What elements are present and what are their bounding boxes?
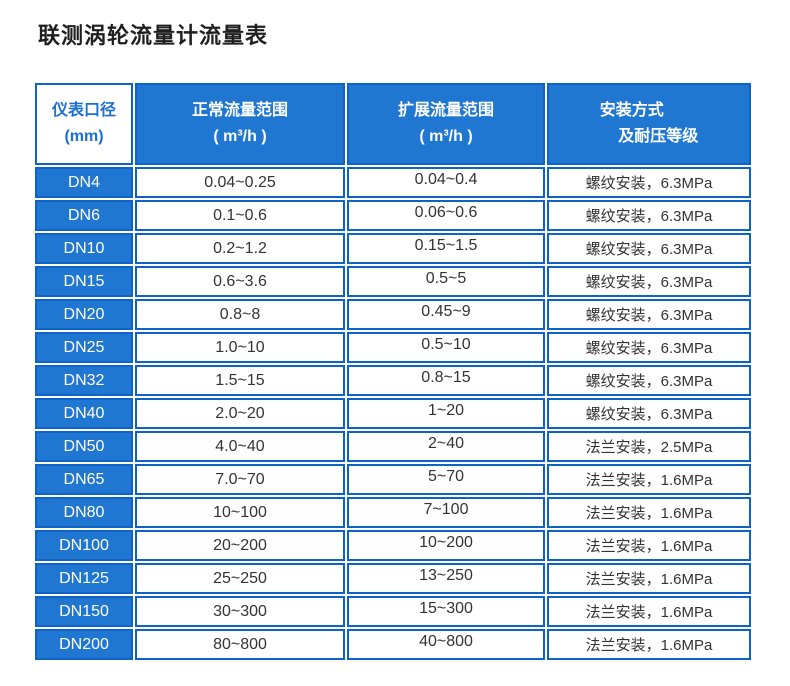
table-row: DN200 80~800 40~800 法兰安装，1.6MPa bbox=[35, 629, 751, 660]
header-diameter-line1: 仪表口径 bbox=[51, 102, 116, 119]
table-row: DN20 0.8~8 0.45~9 螺纹安装，6.3MPa bbox=[35, 299, 751, 330]
header-diameter: 仪表口径 (mm) bbox=[35, 83, 133, 165]
header-extended-range: 扩展流量范围 ( m³/h ) bbox=[347, 83, 545, 165]
header-install-line2: 及耐压等级 bbox=[618, 128, 699, 145]
table-row: DN4 0.04~0.25 0.04~0.4 螺纹安装，6.3MPa bbox=[35, 167, 751, 198]
install-cell: 法兰安装，1.6MPa bbox=[547, 530, 751, 561]
diameter-cell: DN200 bbox=[35, 629, 133, 660]
diameter-cell: DN80 bbox=[35, 497, 133, 528]
header-row: 仪表口径 (mm) 正常流量范围 ( m³/h ) 扩展流量范围 ( m³/h … bbox=[35, 83, 751, 165]
diameter-cell: DN25 bbox=[35, 332, 133, 363]
install-cell: 螺纹安装，6.3MPa bbox=[547, 266, 751, 297]
diameter-cell: DN65 bbox=[35, 464, 133, 495]
install-cell: 法兰安装，1.6MPa bbox=[547, 497, 751, 528]
table-row: DN50 4.0~40 2~40 法兰安装，2.5MPa bbox=[35, 431, 751, 462]
table-row: DN6 0.1~0.6 0.06~0.6 螺纹安装，6.3MPa bbox=[35, 200, 751, 231]
diameter-cell: DN40 bbox=[35, 398, 133, 429]
normal-range-cell: 0.04~0.25 bbox=[135, 167, 345, 198]
header-extended-range-line1: 扩展流量范围 bbox=[397, 102, 494, 119]
normal-range-cell: 1.5~15 bbox=[135, 365, 345, 396]
diameter-cell: DN10 bbox=[35, 233, 133, 264]
install-cell: 螺纹安装，6.3MPa bbox=[547, 299, 751, 330]
extended-range-cell: 0.45~9 bbox=[347, 299, 545, 330]
extended-range-cell: 7~100 bbox=[347, 497, 545, 528]
install-cell: 法兰安装，1.6MPa bbox=[547, 563, 751, 594]
normal-range-cell: 20~200 bbox=[135, 530, 345, 561]
normal-range-cell: 25~250 bbox=[135, 563, 345, 594]
extended-range-cell: 0.8~15 bbox=[347, 365, 545, 396]
table-row: DN150 30~300 15~300 法兰安装，1.6MPa bbox=[35, 596, 751, 627]
extended-range-cell: 40~800 bbox=[347, 629, 545, 660]
normal-range-cell: 10~100 bbox=[135, 497, 345, 528]
normal-range-cell: 0.6~3.6 bbox=[135, 266, 345, 297]
table-row: DN40 2.0~20 1~20 螺纹安装，6.3MPa bbox=[35, 398, 751, 429]
header-install-block: 安装方式 及耐压等级 bbox=[600, 98, 698, 150]
diameter-cell: DN4 bbox=[35, 167, 133, 198]
diameter-cell: DN150 bbox=[35, 596, 133, 627]
table-row: DN100 20~200 10~200 法兰安装，1.6MPa bbox=[35, 530, 751, 561]
install-cell: 螺纹安装，6.3MPa bbox=[547, 365, 751, 396]
normal-range-cell: 80~800 bbox=[135, 629, 345, 660]
install-cell: 法兰安装，1.6MPa bbox=[547, 629, 751, 660]
install-cell: 螺纹安装，6.3MPa bbox=[547, 233, 751, 264]
table-row: DN80 10~100 7~100 法兰安装，1.6MPa bbox=[35, 497, 751, 528]
table-body: DN4 0.04~0.25 0.04~0.4 螺纹安装，6.3MPa DN6 0.1~0.… bbox=[35, 167, 751, 660]
table-row: DN15 0.6~3.6 0.5~5 螺纹安装，6.3MPa bbox=[35, 266, 751, 297]
extended-range-cell: 5~70 bbox=[347, 464, 545, 495]
extended-range-cell: 0.15~1.5 bbox=[347, 233, 545, 264]
extended-range-cell: 0.06~0.6 bbox=[347, 200, 545, 231]
normal-range-cell: 7.0~70 bbox=[135, 464, 345, 495]
normal-range-cell: 2.0~20 bbox=[135, 398, 345, 429]
page-title: 联测涡轮流量计流量表 bbox=[38, 23, 269, 48]
normal-range-cell: 0.1~0.6 bbox=[135, 200, 345, 231]
header-normal-range: 正常流量范围 ( m³/h ) bbox=[135, 83, 345, 165]
extended-range-cell: 15~300 bbox=[347, 596, 545, 627]
extended-range-cell: 13~250 bbox=[347, 563, 545, 594]
extended-range-cell: 0.5~5 bbox=[347, 266, 545, 297]
normal-range-cell: 0.8~8 bbox=[135, 299, 345, 330]
table-row: DN65 7.0~70 5~70 法兰安装，1.6MPa bbox=[35, 464, 751, 495]
install-cell: 螺纹安装，6.3MPa bbox=[547, 200, 751, 231]
header-extended-range-line2: ( m³/h ) bbox=[419, 128, 473, 145]
header-install: 安装方式 及耐压等级 bbox=[547, 83, 751, 165]
extended-range-cell: 0.5~10 bbox=[347, 332, 545, 363]
install-cell: 螺纹安装，6.3MPa bbox=[547, 167, 751, 198]
normal-range-cell: 30~300 bbox=[135, 596, 345, 627]
install-cell: 法兰安装，2.5MPa bbox=[547, 431, 751, 462]
extended-range-cell: 10~200 bbox=[347, 530, 545, 561]
header-normal-range-line1: 正常流量范围 bbox=[191, 102, 288, 119]
normal-range-cell: 0.2~1.2 bbox=[135, 233, 345, 264]
header-install-line1: 安装方式 bbox=[599, 102, 664, 119]
table-header: 仪表口径 (mm) 正常流量范围 ( m³/h ) 扩展流量范围 ( m³/h … bbox=[35, 83, 751, 165]
diameter-cell: DN125 bbox=[35, 563, 133, 594]
install-cell: 法兰安装，1.6MPa bbox=[547, 596, 751, 627]
extended-range-cell: 2~40 bbox=[347, 431, 545, 462]
header-diameter-line2: (mm) bbox=[64, 128, 104, 145]
diameter-cell: DN15 bbox=[35, 266, 133, 297]
install-cell: 螺纹安装，6.3MPa bbox=[547, 332, 751, 363]
diameter-cell: DN6 bbox=[35, 200, 133, 231]
table-row: DN25 1.0~10 0.5~10 螺纹安装，6.3MPa bbox=[35, 332, 751, 363]
diameter-cell: DN100 bbox=[35, 530, 133, 561]
table-row: DN10 0.2~1.2 0.15~1.5 螺纹安装，6.3MPa bbox=[35, 233, 751, 264]
install-cell: 螺纹安装，6.3MPa bbox=[547, 398, 751, 429]
diameter-cell: DN20 bbox=[35, 299, 133, 330]
table-row: DN32 1.5~15 0.8~15 螺纹安装，6.3MPa bbox=[35, 365, 751, 396]
install-cell: 法兰安装，1.6MPa bbox=[547, 464, 751, 495]
extended-range-cell: 1~20 bbox=[347, 398, 545, 429]
diameter-cell: DN32 bbox=[35, 365, 133, 396]
diameter-cell: DN50 bbox=[35, 431, 133, 462]
extended-range-cell: 0.04~0.4 bbox=[347, 167, 545, 198]
normal-range-cell: 4.0~40 bbox=[135, 431, 345, 462]
flow-rate-table: 仪表口径 (mm) 正常流量范围 ( m³/h ) 扩展流量范围 ( m³/h … bbox=[33, 81, 753, 662]
header-normal-range-line2: ( m³/h ) bbox=[213, 128, 267, 145]
normal-range-cell: 1.0~10 bbox=[135, 332, 345, 363]
table-row: DN125 25~250 13~250 法兰安装，1.6MPa bbox=[35, 563, 751, 594]
